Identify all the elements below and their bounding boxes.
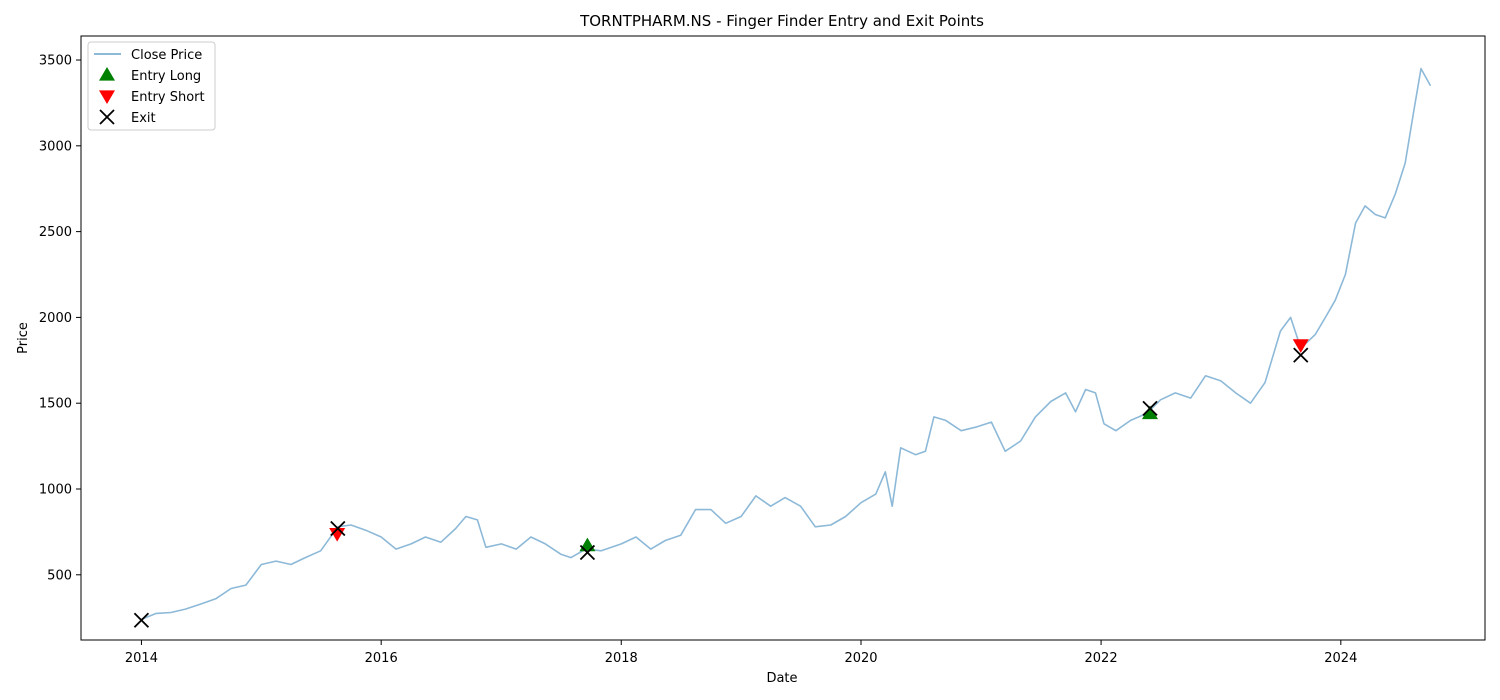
- y-tick-label: 3000: [39, 139, 72, 154]
- y-tick-label: 2000: [39, 311, 72, 326]
- chart-title: TORNTPHARM.NS - Finger Finder Entry and …: [579, 12, 984, 30]
- exit-marker: [1142, 400, 1158, 416]
- exit-marker: [579, 544, 596, 561]
- legend-box: [87, 41, 216, 131]
- legend-cross-icon: [99, 109, 115, 125]
- legend-label: Entry Long: [131, 69, 201, 84]
- x-tick-label: 2024: [1324, 651, 1357, 666]
- entry-long-marker: [1142, 405, 1159, 420]
- y-tick-label: 500: [47, 568, 72, 583]
- exit-marker: [330, 520, 346, 537]
- legend-label: Entry Short: [131, 90, 205, 105]
- entry-short-marker: [1292, 339, 1309, 353]
- legend-label: Close Price: [131, 48, 202, 63]
- x-tick-label: 2020: [844, 651, 877, 666]
- y-axis-label: Price: [16, 322, 31, 354]
- legend: Close Price Entry Long Entry Short Exit: [87, 41, 216, 131]
- legend-triangle-down-icon: [99, 90, 115, 104]
- y-tick-label: 3500: [39, 54, 72, 69]
- y-tick-label: 1500: [39, 397, 72, 412]
- exit-marker: [1293, 347, 1309, 363]
- y-tick-label: 1000: [39, 483, 72, 498]
- x-tick-label: 2014: [125, 651, 158, 666]
- x-tick-label: 2016: [365, 651, 398, 666]
- legend-label: Exit: [131, 111, 156, 126]
- x-tick-label: 2018: [605, 651, 638, 666]
- legend-triangle-up-icon: [99, 67, 115, 81]
- x-tick-label: 2022: [1085, 651, 1118, 666]
- entry-long-marker: [579, 537, 596, 552]
- close-price-line: [141, 67, 1432, 621]
- y-tick-label: 2500: [39, 225, 72, 240]
- plot-frame: [80, 35, 1486, 641]
- exit-marker: [133, 612, 150, 628]
- x-axis-label: Date: [766, 671, 797, 686]
- plot-area: 2014 2016 2018 2020 2022 2024 500 1000 1500 2000 2…: [39, 35, 1486, 666]
